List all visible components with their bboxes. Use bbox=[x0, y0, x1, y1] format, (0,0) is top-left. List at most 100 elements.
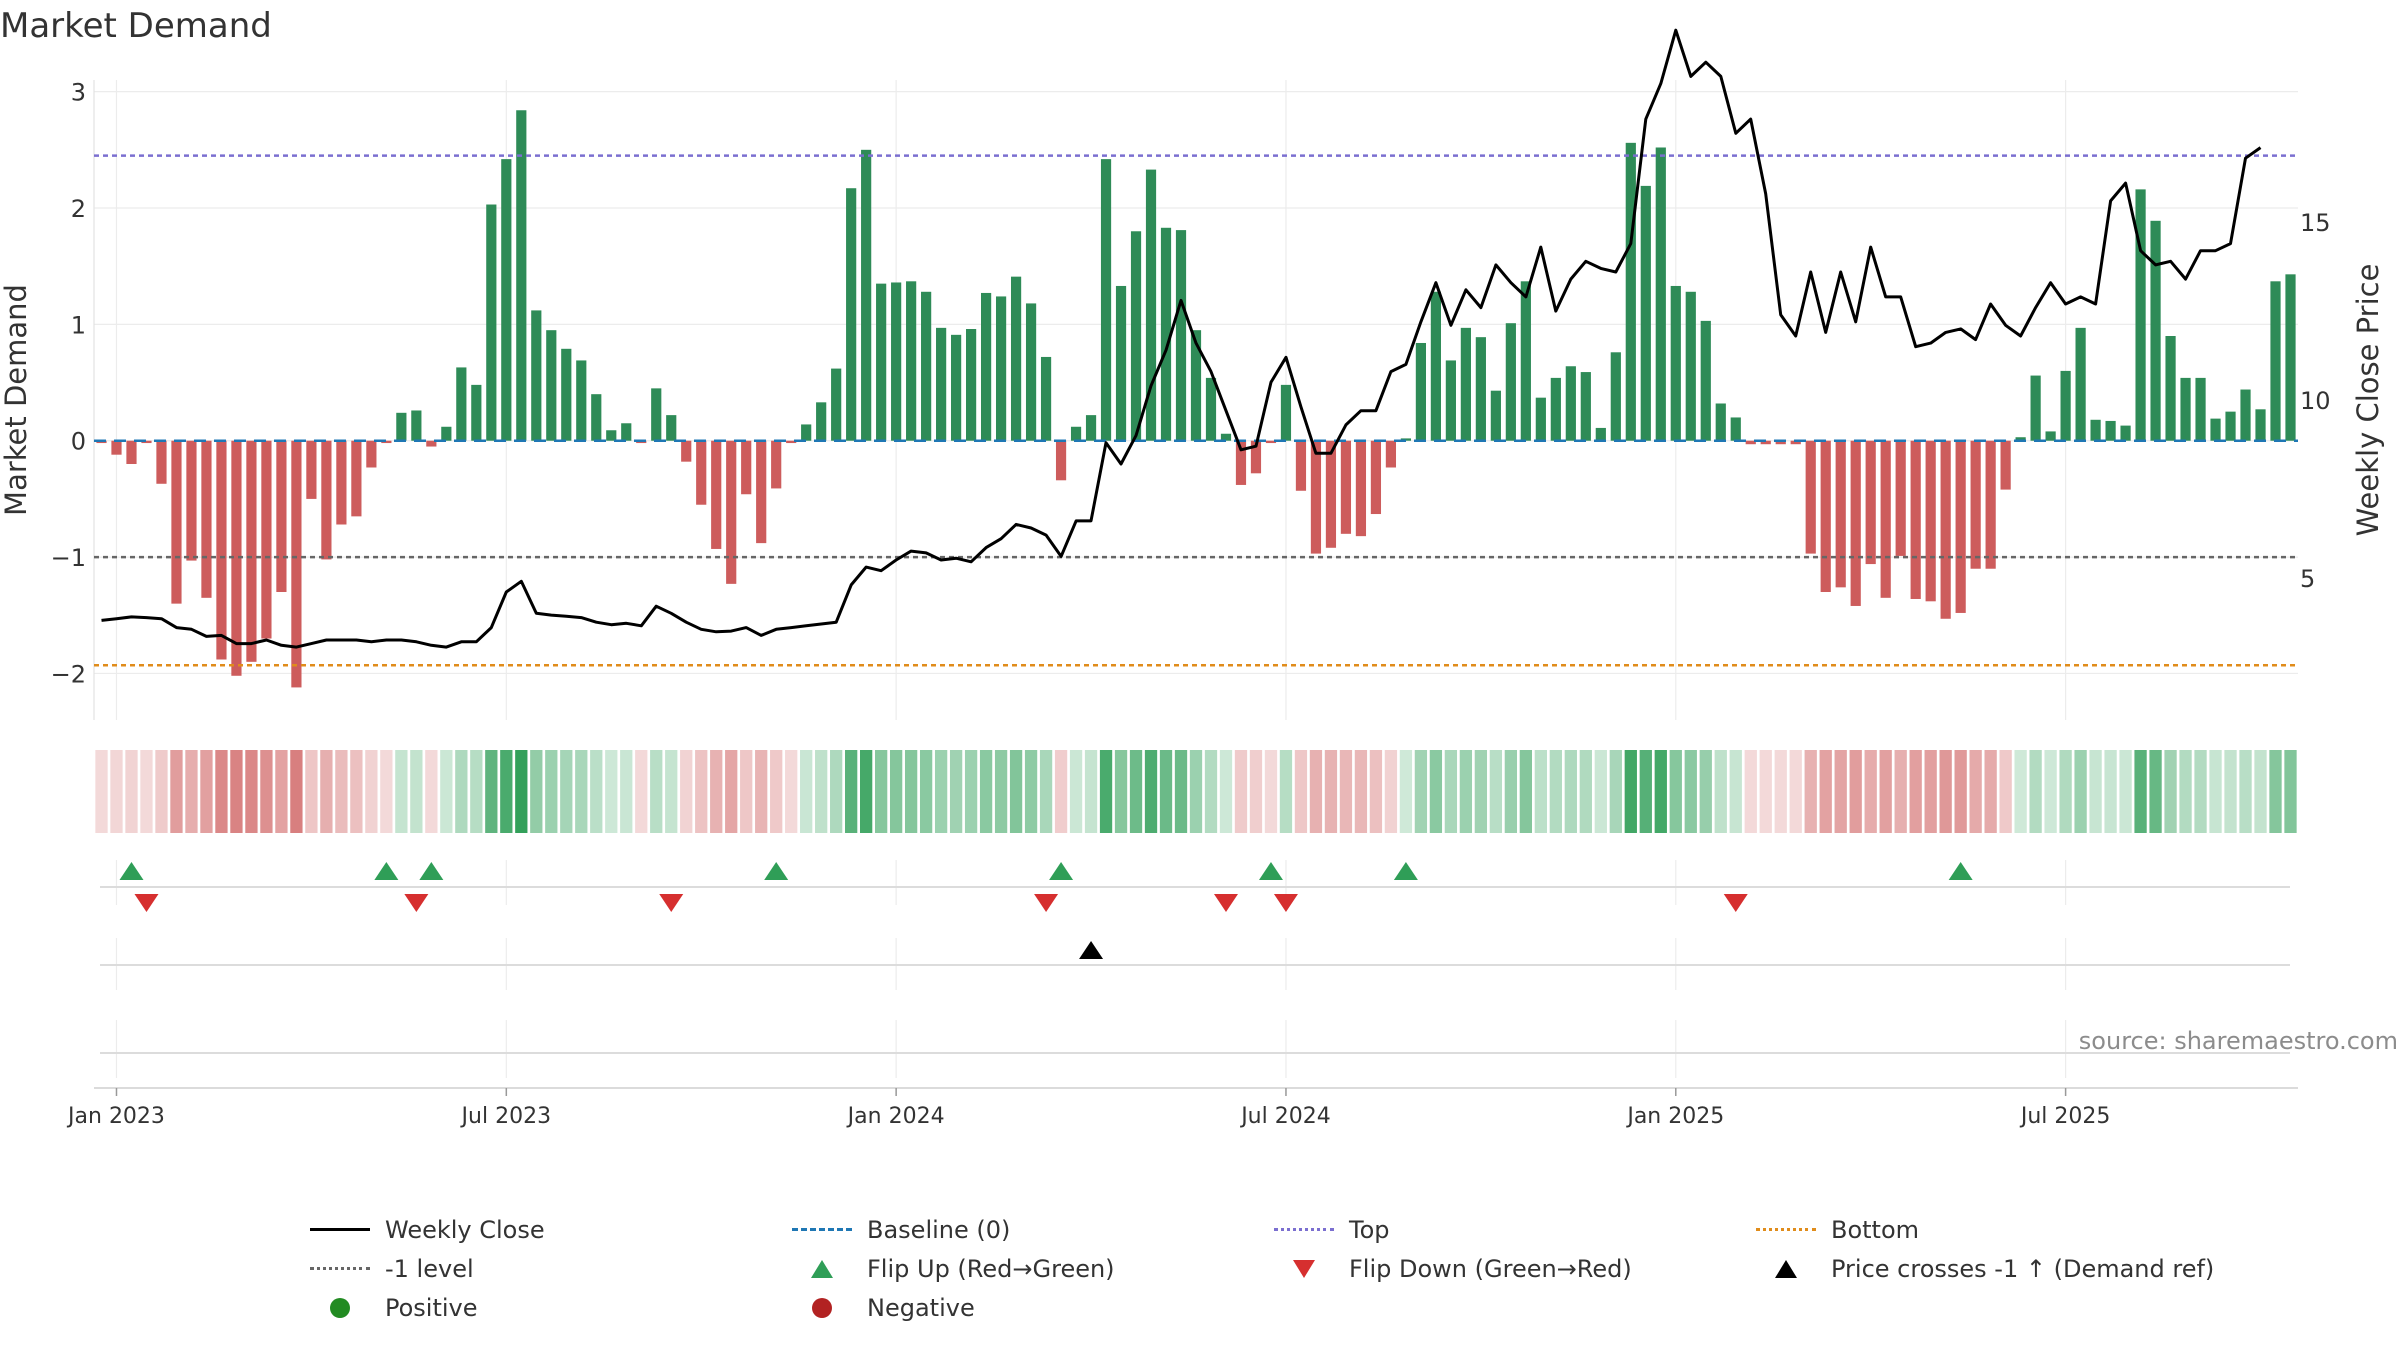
demand-bar bbox=[2075, 327, 2086, 441]
heat-cell bbox=[1519, 750, 1532, 833]
demand-bar bbox=[231, 440, 242, 676]
demand-bar bbox=[1340, 440, 1352, 534]
demand-bar bbox=[1640, 185, 1651, 441]
demand-bar bbox=[1010, 276, 1022, 441]
heat-cell bbox=[1429, 750, 1443, 833]
heat-cell bbox=[2089, 750, 2102, 833]
demand-bar bbox=[336, 440, 347, 525]
heat-cell bbox=[1339, 750, 1353, 833]
heat-cell bbox=[1534, 750, 1547, 833]
demand-bar bbox=[456, 367, 467, 441]
heat-cell bbox=[1999, 750, 2012, 833]
flip-up-marker bbox=[1258, 862, 1283, 880]
legend-positive: Positive bbox=[305, 1294, 787, 1322]
demand-bar bbox=[861, 149, 872, 441]
heat-cell bbox=[740, 750, 753, 833]
demand-bar bbox=[2255, 409, 2266, 441]
heat-cell bbox=[185, 750, 198, 833]
demand-bar bbox=[936, 327, 947, 441]
heat-cell bbox=[2164, 750, 2177, 833]
heat-cell bbox=[230, 750, 243, 833]
demand-bar bbox=[1685, 291, 1696, 441]
demand-bar bbox=[1715, 403, 1726, 441]
heat-cell bbox=[845, 750, 858, 833]
heat-cell bbox=[1249, 750, 1263, 833]
heat-cell bbox=[2014, 750, 2027, 833]
demand-bar bbox=[1580, 372, 1591, 441]
legend-label: Flip Up (Red→Green) bbox=[867, 1254, 1115, 1283]
heat-cell bbox=[560, 750, 573, 833]
y-tick-label: 3 bbox=[71, 79, 86, 107]
heat-cell bbox=[575, 750, 588, 833]
heat-cell bbox=[2194, 750, 2207, 833]
heat-cell bbox=[1804, 750, 1817, 833]
heat-cell bbox=[500, 750, 513, 833]
demand-bar bbox=[621, 423, 632, 441]
reference-lines bbox=[94, 154, 2298, 667]
y2-axis-ticks: 15 10 5 bbox=[2300, 209, 2331, 593]
dotted-line-icon bbox=[1756, 1228, 1816, 1231]
demand-bar bbox=[1070, 426, 1082, 441]
heat-cell bbox=[1669, 750, 1682, 833]
legend-weekly-close: Weekly Close bbox=[305, 1216, 787, 1244]
demand-bar bbox=[726, 440, 737, 584]
heat-cell bbox=[1744, 750, 1757, 833]
heat-cell bbox=[1114, 750, 1128, 833]
heat-cell bbox=[815, 750, 828, 833]
circle-icon bbox=[330, 1297, 350, 1318]
heat-cell bbox=[2284, 750, 2297, 833]
demand-bar bbox=[2000, 440, 2011, 490]
heat-cell bbox=[155, 750, 168, 833]
demand-bar bbox=[1775, 440, 1786, 445]
legend-minus-one: -1 level bbox=[305, 1255, 787, 1283]
legend-label: -1 level bbox=[385, 1254, 474, 1283]
demand-bar bbox=[1130, 231, 1142, 441]
demand-bar bbox=[1325, 440, 1337, 548]
heat-cell bbox=[1219, 750, 1233, 833]
heat-cell bbox=[665, 750, 678, 833]
demand-bar bbox=[2060, 370, 2071, 441]
demand-bar bbox=[1655, 147, 1666, 441]
demand-bar bbox=[1505, 323, 1516, 441]
heat-cell bbox=[1714, 750, 1727, 833]
heat-cell bbox=[1069, 750, 1083, 833]
heat-cell bbox=[1984, 750, 1997, 833]
heat-cell bbox=[2134, 750, 2147, 833]
demand-heat-strip bbox=[95, 750, 2297, 833]
flip-down-marker bbox=[1213, 894, 1238, 912]
heat-cell bbox=[1234, 750, 1248, 833]
heat-cell bbox=[1594, 750, 1607, 833]
legend-label: Flip Down (Green→Red) bbox=[1349, 1254, 1632, 1283]
legend-label: Negative bbox=[867, 1293, 975, 1322]
heat-cell bbox=[1399, 750, 1413, 833]
demand-bar bbox=[1745, 440, 1756, 445]
heat-cell bbox=[1129, 750, 1143, 833]
demand-bar bbox=[1220, 433, 1232, 441]
demand-bar bbox=[1160, 227, 1172, 441]
heat-cell bbox=[1579, 750, 1592, 833]
demand-bar bbox=[2225, 411, 2236, 441]
demand-bar bbox=[1880, 440, 1891, 598]
grid-lines bbox=[93, 80, 2298, 1078]
legend: Weekly Close Baseline (0) Top Bottom -1 … bbox=[305, 1210, 2255, 1327]
heat-cell bbox=[365, 750, 378, 833]
heat-cell bbox=[860, 750, 873, 833]
demand-bar bbox=[186, 440, 197, 561]
heat-cell bbox=[994, 750, 1008, 833]
demand-bar bbox=[111, 440, 122, 455]
flip-down-marker bbox=[1034, 894, 1059, 912]
heat-cell bbox=[1789, 750, 1802, 833]
demand-bar bbox=[666, 415, 677, 441]
heat-cell bbox=[1384, 750, 1398, 833]
demand-bar bbox=[1025, 303, 1037, 441]
legend-price-cross: Price crosses -1 ↑ (Demand ref) bbox=[1751, 1255, 2233, 1283]
demand-bar bbox=[1175, 230, 1187, 441]
heat-cell bbox=[874, 750, 888, 833]
heat-cell bbox=[2149, 750, 2162, 833]
heat-cell bbox=[1909, 750, 1922, 833]
demand-bar bbox=[816, 402, 827, 441]
demand-bar bbox=[2150, 220, 2161, 441]
heat-cell bbox=[2029, 750, 2042, 833]
demand-bar bbox=[1310, 440, 1322, 554]
x-tick-label: Jan 2024 bbox=[846, 1104, 945, 1129]
